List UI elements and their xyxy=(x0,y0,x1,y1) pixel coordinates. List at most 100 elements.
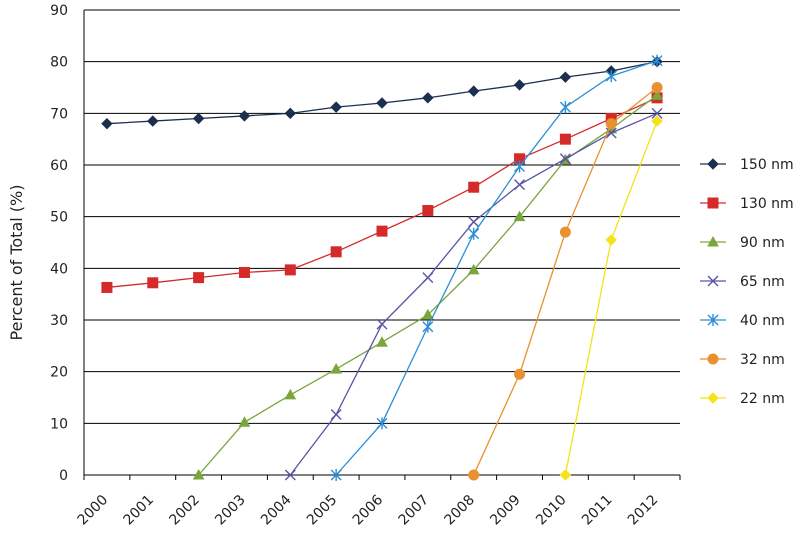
data-point xyxy=(559,226,571,238)
data-point xyxy=(513,79,526,91)
x-tick-label: 2000 xyxy=(75,492,112,529)
data-point-stroke xyxy=(284,469,296,481)
data-point xyxy=(707,158,719,170)
data-point xyxy=(605,118,617,130)
axes xyxy=(83,10,681,480)
data-point xyxy=(101,281,113,293)
data-point xyxy=(422,320,434,333)
series-22-nm xyxy=(559,115,663,481)
x-tick-label: 2004 xyxy=(258,492,295,529)
data-point xyxy=(376,417,388,430)
data-point-stroke xyxy=(605,127,617,139)
series-line xyxy=(289,112,658,476)
data-point xyxy=(284,469,296,481)
legend-item: 22 nm xyxy=(700,391,785,407)
y-tick-label: 60 xyxy=(50,158,68,174)
legend-item: 65 nm xyxy=(700,274,785,290)
x-tick-label: 2002 xyxy=(166,492,203,529)
data-point xyxy=(559,101,571,114)
data-point xyxy=(284,388,297,400)
legend-item: 32 nm xyxy=(700,352,785,368)
legend-label: 90 nm xyxy=(740,235,785,251)
data-point-stroke xyxy=(559,153,571,165)
data-point xyxy=(605,127,617,139)
y-tick-label: 40 xyxy=(50,261,68,277)
y-tick-label: 30 xyxy=(50,313,68,329)
data-point xyxy=(147,277,159,289)
x-tick-label: 2010 xyxy=(533,492,570,529)
data-point xyxy=(651,82,663,93)
data-point xyxy=(192,112,205,125)
data-point xyxy=(559,153,571,165)
series-line xyxy=(106,97,658,289)
y-tick-label: 80 xyxy=(50,55,68,71)
legend-label: 32 nm xyxy=(740,352,785,368)
legend-item: 90 nm xyxy=(700,235,785,251)
series-line xyxy=(106,61,658,125)
y-axis-label: Percent of Total (%) xyxy=(7,185,26,341)
data-point xyxy=(238,110,251,122)
data-point xyxy=(651,115,663,127)
legend-label: 40 nm xyxy=(740,313,785,329)
y-tick-label: 0 xyxy=(59,468,68,484)
legend-item: 150 nm xyxy=(700,157,794,173)
x-tick-labels: 2000 2001 2002 2003 2004 2005 2006 2007 2008 2009… xyxy=(75,492,662,529)
series-150-nm xyxy=(101,55,663,130)
series-line xyxy=(564,120,658,476)
series-90-nm xyxy=(192,89,663,480)
data-point-stroke xyxy=(468,216,480,228)
data-point xyxy=(467,85,480,97)
data-point xyxy=(514,368,526,380)
data-point xyxy=(559,469,572,481)
data-point xyxy=(330,246,342,258)
data-point xyxy=(605,234,617,246)
x-tick-label: 2003 xyxy=(212,492,249,529)
data-point-stroke xyxy=(514,179,526,191)
x-tick-label: 2007 xyxy=(396,492,433,529)
x-tick-label: 2011 xyxy=(579,492,616,529)
data-point xyxy=(468,181,480,193)
data-point xyxy=(284,107,297,120)
series-line xyxy=(335,60,658,476)
data-point-stroke xyxy=(651,107,663,119)
series-32-nm xyxy=(468,82,663,481)
data-point xyxy=(468,216,480,228)
data-point-stroke xyxy=(376,318,388,330)
data-point xyxy=(376,336,388,347)
data-point xyxy=(707,314,719,326)
series-130-nm xyxy=(101,92,663,293)
data-point xyxy=(651,107,663,119)
grid-lines xyxy=(84,9,680,476)
data-point xyxy=(651,54,663,67)
data-point xyxy=(707,353,719,365)
legend-label: 150 nm xyxy=(740,157,794,173)
y-tick-label: 10 xyxy=(50,416,68,432)
series-65-nm xyxy=(284,107,663,481)
data-point xyxy=(514,160,526,173)
data-point xyxy=(422,272,434,284)
data-point-stroke xyxy=(707,275,719,287)
series-40-nm xyxy=(330,54,663,481)
x-tick-label: 2006 xyxy=(350,492,387,529)
data-point xyxy=(422,204,434,216)
series-line xyxy=(473,86,658,476)
y-tick-label: 90 xyxy=(50,3,68,19)
data-point xyxy=(330,363,343,374)
series-line xyxy=(198,94,658,476)
data-point xyxy=(707,275,719,287)
x-tick-label: 2001 xyxy=(121,492,158,529)
data-point xyxy=(330,101,342,113)
x-tick-label: 2008 xyxy=(441,492,478,529)
data-point xyxy=(514,179,526,191)
data-point xyxy=(422,92,434,104)
data-point xyxy=(468,227,480,240)
data-point xyxy=(101,117,113,130)
data-point xyxy=(330,469,342,481)
data-point-stroke xyxy=(422,272,434,284)
data-point-stroke xyxy=(330,409,342,421)
data-point xyxy=(651,89,663,100)
data-point xyxy=(707,197,719,209)
data-point xyxy=(559,133,571,145)
legend-item: 40 nm xyxy=(700,313,785,329)
